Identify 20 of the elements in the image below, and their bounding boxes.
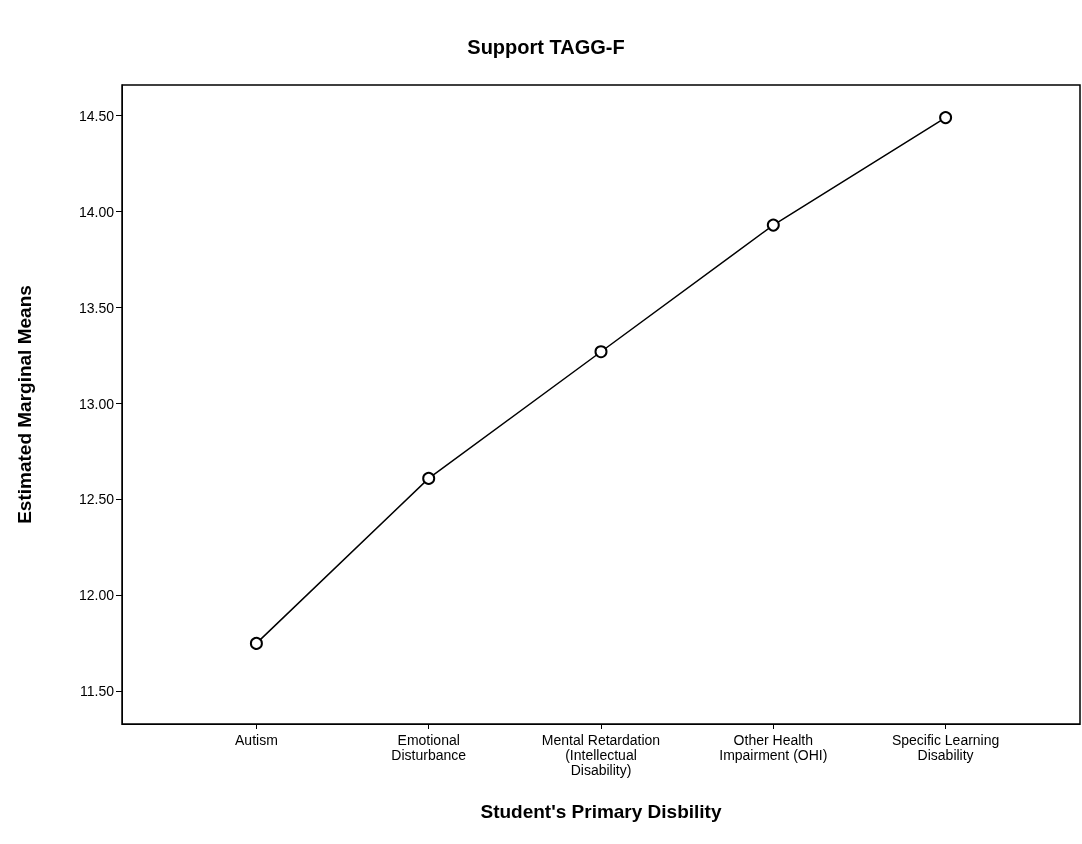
y-tick-label: 13.00 [78, 395, 115, 412]
x-tick-label: Specific Learning Disability [891, 731, 1000, 763]
y-tick-label: 11.50 [80, 683, 115, 700]
x-tick-label: Autism [235, 731, 278, 748]
y-tick-label: 14.00 [78, 203, 115, 220]
point [422, 471, 436, 485]
x-tick-label: Emotional Disturbance [391, 731, 467, 763]
x-tick-label: Mental Retardation (Intellectual Disability) [541, 731, 661, 778]
point [939, 111, 953, 125]
point [766, 218, 780, 232]
x-tick-label: Other Health Impairment (OHI) [719, 731, 828, 763]
y-axis-title: Estimated Marginal Means [14, 285, 35, 524]
y-tick-label: 14.50 [78, 107, 115, 124]
x-axis-title: Student's Primary Disbility [480, 801, 722, 822]
chart-title: Support TAGG-F [467, 36, 625, 58]
y-tick-label: 12.00 [78, 587, 115, 604]
point [594, 345, 608, 359]
y-tick-label: 12.50 [78, 491, 115, 508]
point [249, 636, 263, 650]
y-tick-label: 13.50 [78, 299, 115, 316]
